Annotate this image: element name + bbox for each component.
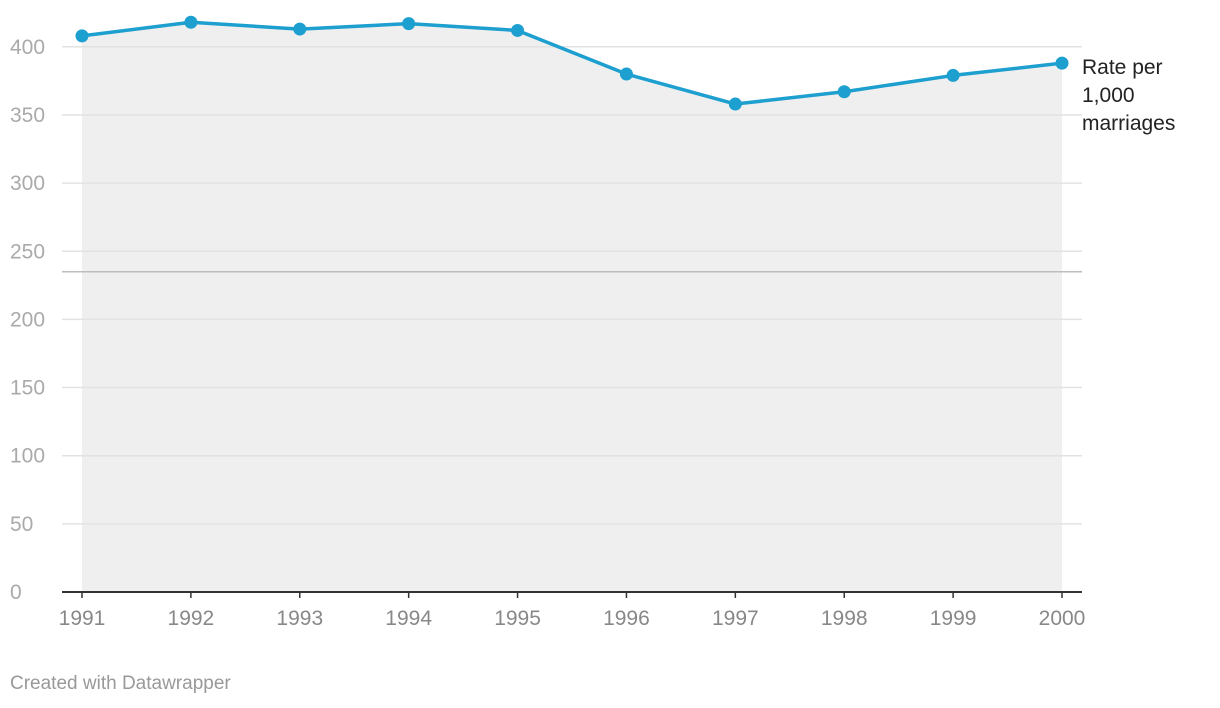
x-tick-label: 2000 (1039, 607, 1086, 630)
datawrapper-credit: Created with Datawrapper (10, 673, 231, 694)
y-tick-label: 300 (10, 172, 45, 195)
series-label-line: marriages (1082, 112, 1175, 135)
x-tick-label: 1996 (603, 607, 650, 630)
data-point (293, 22, 307, 36)
x-tick-label: 1997 (712, 607, 759, 630)
data-point (184, 15, 198, 29)
x-tick-label: 1992 (168, 607, 215, 630)
data-point (946, 68, 960, 82)
y-tick-label: 400 (10, 36, 45, 59)
y-axis-tick-labels: 0 50 100 150 200 250 300 350 400 (10, 36, 45, 604)
area-fill (82, 22, 1062, 593)
data-point (837, 85, 851, 99)
y-tick-label: 50 (10, 513, 33, 536)
x-tick-label: 1993 (276, 607, 323, 630)
y-tick-label: 0 (10, 581, 22, 604)
series-label-text: Rate per 1,000 marriages (1082, 56, 1175, 135)
gridlines (62, 46, 1082, 525)
series-label: Rate per 1,000 marriages (1082, 56, 1175, 135)
series-line (80, 20, 1064, 106)
x-axis-tick-labels: 1991 1992 1993 1994 1995 1996 1997 1998 1999 2000 (59, 607, 1086, 630)
data-point (75, 29, 89, 43)
y-tick-label: 100 (10, 445, 45, 468)
series-points (75, 15, 1069, 111)
data-point (619, 67, 633, 81)
data-point (402, 17, 416, 31)
y-tick-label: 350 (10, 104, 45, 127)
x-tick-label: 1995 (494, 607, 541, 630)
data-point (728, 97, 742, 111)
x-tick-label: 1994 (385, 607, 432, 630)
x-axis (62, 591, 1082, 598)
data-point (511, 23, 525, 37)
y-tick-label: 150 (10, 377, 45, 400)
y-tick-label: 250 (10, 240, 45, 263)
x-tick-label: 1998 (821, 607, 868, 630)
x-tick-label: 1999 (930, 607, 977, 630)
series-label-line: 1,000 (1082, 84, 1135, 107)
y-tick-label: 200 (10, 308, 45, 331)
x-tick-label: 1991 (59, 607, 106, 630)
area-fill-layer (82, 22, 1062, 593)
series-label-line: Rate per (1082, 56, 1163, 79)
data-point (1055, 56, 1069, 70)
series-line-layer (80, 20, 1064, 106)
